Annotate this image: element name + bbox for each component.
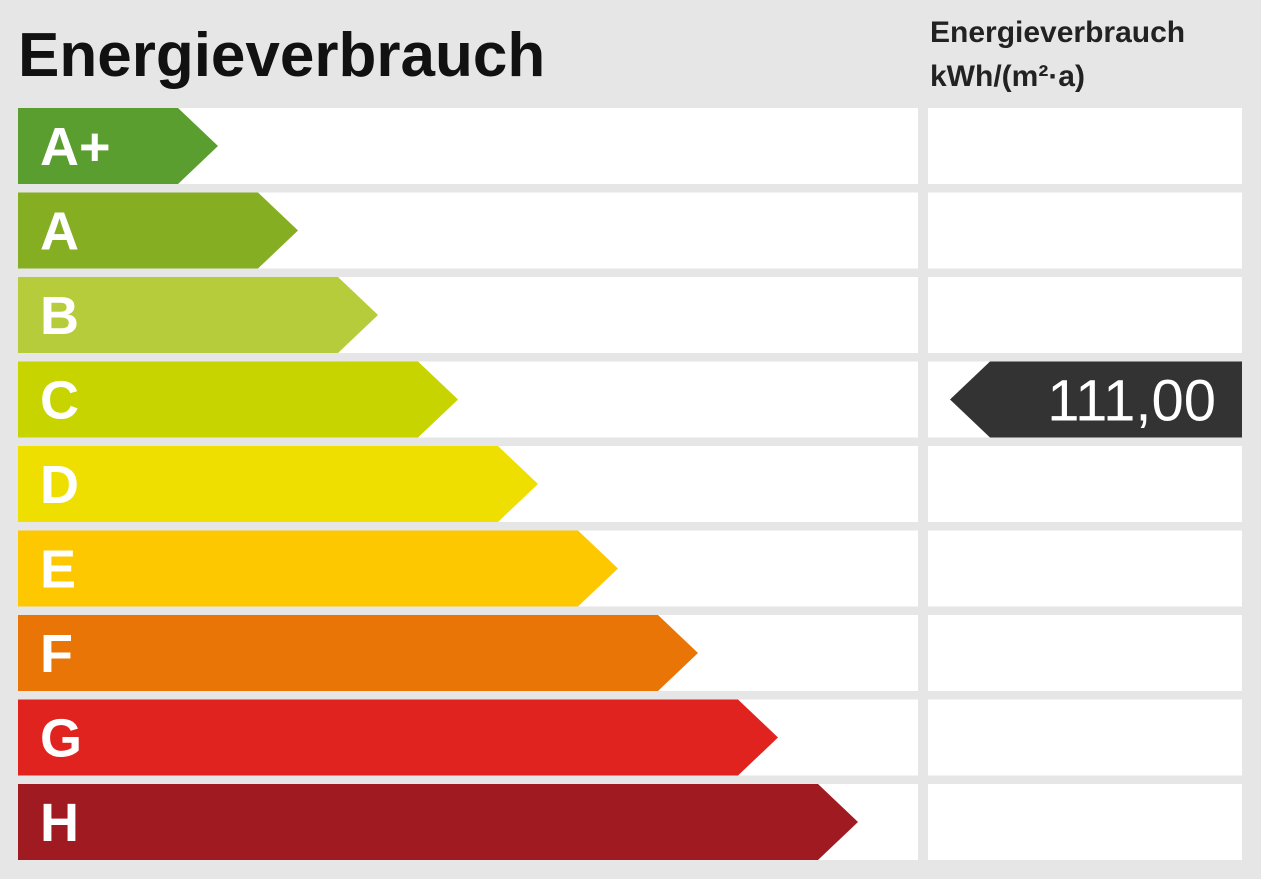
class-label: B: [40, 286, 79, 346]
class-arrow: [18, 446, 538, 522]
value-cell: [928, 530, 1242, 607]
class-arrow: [18, 108, 218, 184]
class-label: C: [40, 371, 79, 431]
class-arrow: [18, 361, 458, 438]
class-label: D: [40, 455, 79, 515]
class-arrow: [18, 530, 618, 607]
class-arrow: [18, 784, 858, 860]
class-label: H: [40, 793, 79, 853]
class-arrow: [18, 699, 778, 776]
column-unit: kWh/(m²·a): [930, 60, 1085, 93]
value-cell: [928, 277, 1242, 353]
class-label: A+: [40, 117, 111, 177]
class-arrow: [18, 277, 378, 353]
value-cell: [928, 784, 1242, 860]
value-label: 111,00: [1047, 369, 1216, 434]
class-arrow: [18, 192, 298, 269]
value-indicator: [950, 361, 1242, 438]
value-cell: [928, 108, 1242, 184]
class-arrow: [18, 615, 698, 691]
column-title: Energieverbrauch: [930, 16, 1185, 49]
value-cell: [928, 192, 1242, 269]
class-label: G: [40, 709, 82, 769]
title: Energieverbrauch: [18, 21, 545, 90]
value-cell: [928, 615, 1242, 691]
class-label: F: [40, 624, 73, 684]
value-cell: [928, 446, 1242, 522]
class-label: A: [40, 202, 79, 262]
class-label: E: [40, 540, 76, 600]
value-cell: [928, 699, 1242, 776]
